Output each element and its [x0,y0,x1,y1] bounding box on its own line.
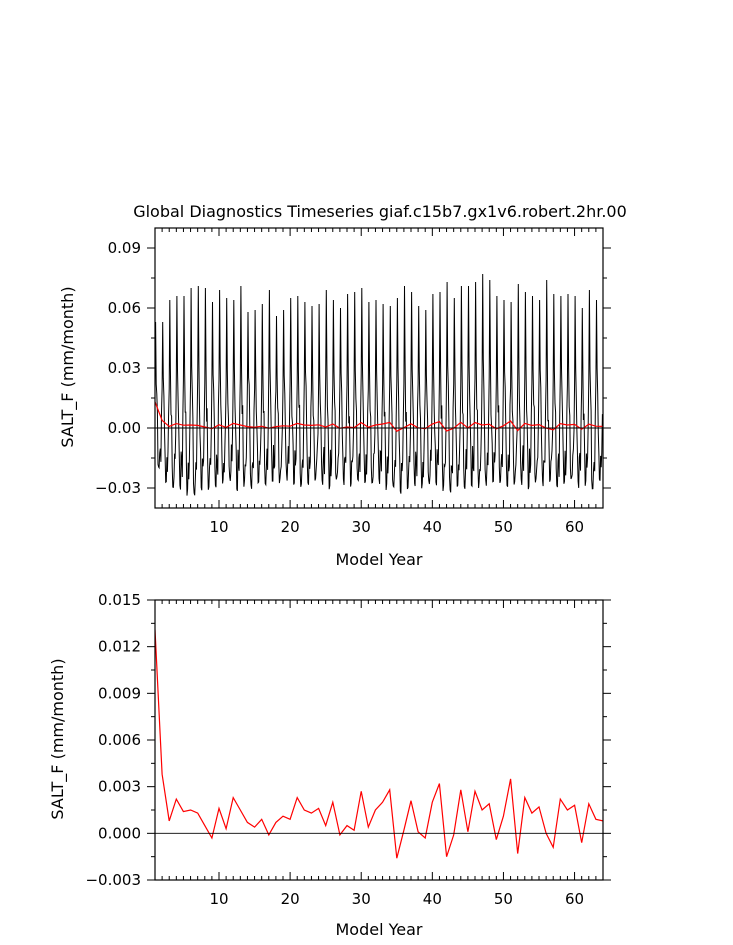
y-tick-label: 0.015 [98,591,141,609]
y-tick-label: −0.03 [95,479,141,497]
timeseries-panel-annual: Model Year SALT_F (mm/month) 10 20 30 40 50 6… [48,591,611,939]
y-tick-label: −0.003 [85,871,141,889]
x-axis-label: Model Year [336,550,423,569]
x-tick-label: 60 [565,890,584,908]
y-axis-label: SALT_F (mm/month) [58,286,78,447]
x-tick-label: 20 [281,518,300,536]
y-axis-label: SALT_F (mm/month) [48,658,68,819]
plot-frame [154,599,604,881]
y-tick-label: 0.003 [98,778,141,796]
y-tick-label: 0.06 [108,299,141,317]
x-tick-label: 10 [209,890,228,908]
series-line-annual-mean [155,629,603,859]
y-tick-label: 0.03 [108,359,141,377]
x-tick-label: 30 [352,890,371,908]
x-tick-label: 50 [494,890,513,908]
y-tick-label: 0.012 [98,638,141,656]
chart-title: Global Diagnostics Timeseries giaf.c15b7… [133,202,627,221]
x-tick-label: 50 [494,518,513,536]
x-tick-label: 20 [281,890,300,908]
x-tick-label: 40 [423,890,442,908]
x-tick-label: 30 [352,518,371,536]
y-tick-label: 0.00 [108,419,141,437]
x-tick-label: 40 [423,518,442,536]
timeseries-panel-monthly: Model Year SALT_F (mm/month) 10 20 30 40 50 6… [58,227,611,569]
x-tick-label: 10 [209,518,228,536]
series-line-monthly [155,273,603,496]
y-tick-label: 0.09 [108,239,141,257]
x-axis-label: Model Year [336,920,423,939]
series-line-annual-mean [155,401,603,432]
x-tick-label: 60 [565,518,584,536]
y-tick-label: 0.009 [98,684,141,702]
y-tick-label: 0.000 [98,824,141,842]
y-tick-label: 0.006 [98,731,141,749]
